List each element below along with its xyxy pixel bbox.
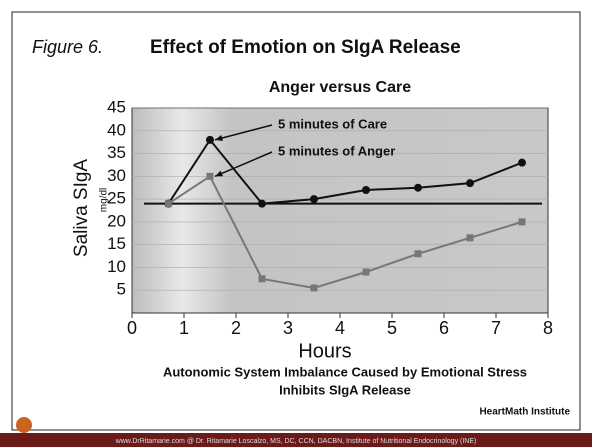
footer-bar bbox=[0, 433, 592, 447]
y-tick-label: 5 bbox=[117, 280, 126, 299]
point bbox=[310, 284, 318, 292]
point bbox=[164, 200, 172, 208]
x-tick-label: 5 bbox=[387, 318, 397, 338]
point bbox=[362, 186, 370, 194]
y-tick-label: 30 bbox=[107, 166, 126, 185]
figure-label: Figure 6. bbox=[32, 37, 103, 57]
point bbox=[206, 172, 214, 180]
point bbox=[362, 268, 370, 276]
y-tick-label: 45 bbox=[107, 97, 126, 116]
point bbox=[466, 179, 474, 188]
x-tick-label: 1 bbox=[179, 318, 189, 338]
point bbox=[414, 183, 422, 192]
y-tick-label: 15 bbox=[107, 234, 126, 253]
y-tick-label: 20 bbox=[107, 211, 126, 230]
y-tick-label: 35 bbox=[107, 143, 126, 162]
point bbox=[310, 195, 318, 204]
y-tick-label: 40 bbox=[107, 120, 126, 139]
plot-area bbox=[131, 107, 549, 314]
arrow-head bbox=[215, 170, 223, 177]
arrow-head bbox=[215, 135, 223, 142]
y-axis-unit: mg/dl bbox=[99, 188, 110, 212]
logo bbox=[16, 417, 32, 433]
point bbox=[518, 218, 526, 226]
series-line bbox=[167, 138, 523, 205]
annotation: 5 minutes of Anger bbox=[278, 143, 395, 158]
caption-line: Inhibits SIgA Release bbox=[279, 382, 411, 397]
x-tick-label: 3 bbox=[283, 318, 293, 338]
x-tick-label: 7 bbox=[491, 318, 501, 338]
x-tick-label: 8 bbox=[543, 318, 553, 338]
y-axis-label: Saliva SIgA bbox=[71, 159, 92, 258]
x-tick-label: 6 bbox=[439, 318, 449, 338]
annotation-arrow bbox=[214, 151, 273, 178]
point bbox=[258, 275, 266, 283]
y-tick-label: 25 bbox=[107, 189, 126, 208]
annotation-arrow bbox=[214, 124, 273, 141]
x-axis-label: Hours bbox=[298, 340, 351, 362]
series-line bbox=[167, 174, 523, 289]
x-tick-label: 4 bbox=[335, 318, 345, 338]
point bbox=[258, 199, 266, 208]
source: HeartMath Institute bbox=[479, 407, 570, 418]
chart-subtitle: Anger versus Care bbox=[269, 79, 411, 96]
chart-title: Effect of Emotion on SIgA Release bbox=[150, 37, 461, 58]
y-tick-label: 10 bbox=[107, 257, 126, 276]
point bbox=[466, 234, 474, 242]
annotation: 5 minutes of Care bbox=[278, 116, 387, 131]
footer-text: www.DrRitamarie.com @ Dr. Ritamarie Losc… bbox=[115, 438, 477, 445]
point bbox=[206, 135, 214, 144]
x-tick-label: 2 bbox=[231, 318, 241, 338]
x-tick-label: 0 bbox=[127, 318, 137, 338]
point bbox=[414, 250, 422, 258]
point bbox=[518, 158, 526, 167]
caption-line: Autonomic System Imbalance Caused by Emo… bbox=[163, 364, 527, 379]
